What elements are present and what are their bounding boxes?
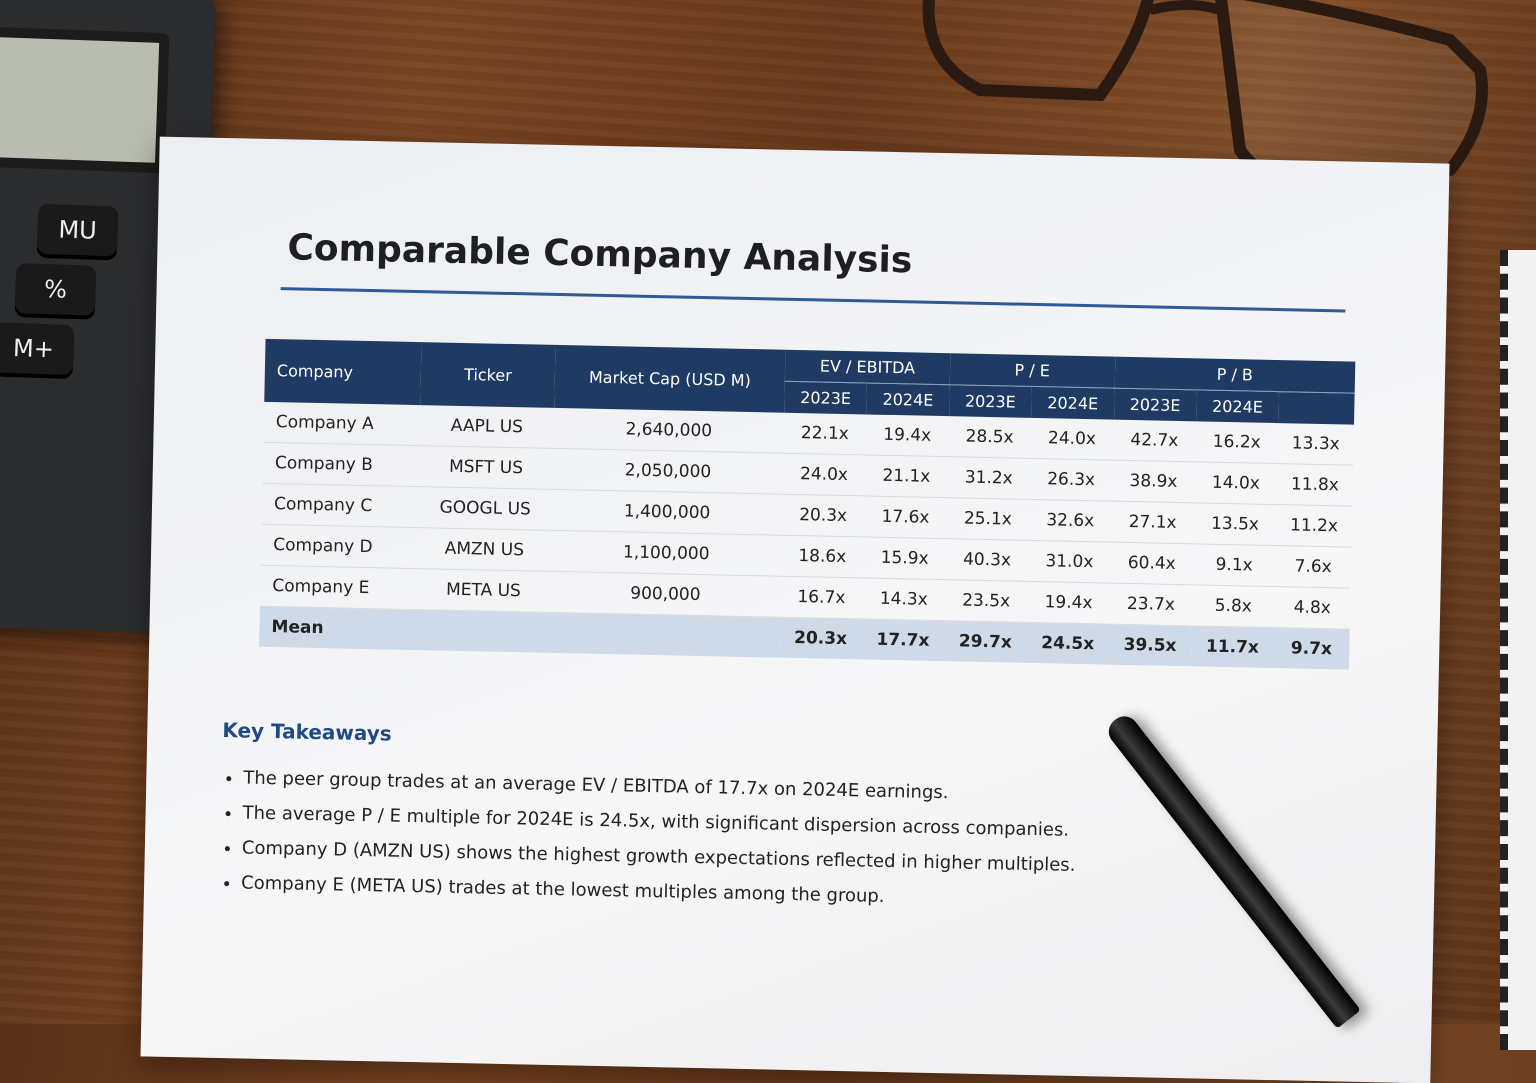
mean-cell: 17.7x	[861, 618, 945, 662]
title-rule	[280, 287, 1346, 313]
takeaways-heading: Key Takeaways	[222, 718, 392, 746]
cell: 31.2x	[947, 456, 1031, 500]
cell: 5.8x	[1191, 584, 1275, 628]
cell: 23.5x	[944, 579, 1028, 623]
column-header: Company	[264, 338, 422, 406]
cell: 16.2x	[1195, 421, 1279, 464]
cell: GOOGL US	[417, 486, 553, 531]
mean-cell: 24.5x	[1026, 622, 1110, 665]
cell: 1,400,000	[551, 489, 783, 536]
cell: 18.6x	[780, 535, 864, 578]
takeaway: Company D (AMZN US) shows the highest gr…	[242, 837, 1076, 875]
calculator-key: MU	[36, 203, 119, 257]
cell: 31.0x	[1027, 540, 1112, 584]
takeaway: The average P / E multiple for 2024E is …	[242, 802, 1076, 840]
cell: 900,000	[550, 571, 781, 618]
takeaway: Company E (META US) trades at the lowest…	[241, 872, 1075, 910]
cell: META US	[415, 568, 551, 613]
group-header: EV / EBITDA	[784, 349, 951, 385]
cell: AMZN US	[416, 527, 552, 572]
cell: AAPL US	[419, 405, 555, 449]
subheader: 2024E	[866, 382, 950, 417]
cell: 2,640,000	[553, 407, 785, 454]
cell: 38.9x	[1111, 460, 1196, 503]
glasses-bridge	[1148, 0, 1222, 15]
cell: MSFT US	[418, 445, 554, 490]
cell: 4.8x	[1274, 586, 1351, 630]
mean-cell: 20.3x	[778, 617, 863, 660]
column-header: Market Cap (USD M)	[554, 344, 786, 413]
cell: 26.3x	[1029, 458, 1113, 502]
cell: 28.5x	[947, 416, 1032, 459]
subheader: 2023E	[1113, 388, 1197, 422]
cell: 11.2x	[1275, 504, 1353, 548]
cell: 20.3x	[781, 494, 865, 537]
cell: 24.0x	[782, 453, 866, 496]
cell: 21.1x	[864, 454, 948, 498]
group-header: P / E	[949, 353, 1115, 389]
glasses-frame	[922, 0, 1154, 102]
calculator-key: M+	[0, 322, 75, 376]
cell: 42.7x	[1112, 419, 1196, 462]
mean-cell: 39.5x	[1108, 624, 1192, 667]
cell: 17.6x	[863, 495, 948, 539]
subheader: 2024E	[1031, 386, 1115, 420]
cell: 24.0x	[1030, 417, 1114, 461]
cell: 27.1x	[1111, 501, 1195, 544]
notebook	[1500, 250, 1536, 1050]
cell: 23.7x	[1109, 583, 1193, 626]
cell: Company E	[259, 565, 417, 610]
cell: 1,100,000	[550, 530, 782, 577]
takeaways-list: The peer group trades at an average EV /…	[219, 753, 1078, 925]
cell: 32.6x	[1028, 499, 1112, 543]
calculator-screen	[0, 26, 170, 174]
cell: 19.4x	[865, 414, 949, 457]
group-header: P / B	[1114, 356, 1356, 394]
cell: Company A	[263, 401, 421, 446]
cell: 13.5x	[1193, 502, 1277, 546]
desk-photo: MU % M+ Comparable Company Analysis Comp…	[0, 0, 1536, 1024]
cell: 9.1x	[1192, 543, 1276, 587]
column-header: Ticker	[420, 342, 556, 408]
cell: 14.3x	[862, 577, 946, 621]
cell: 22.1x	[783, 412, 867, 455]
takeaway: The peer group trades at an average EV /…	[243, 767, 1077, 805]
cell: 13.3x	[1277, 423, 1355, 466]
mean-cell: 29.7x	[943, 620, 1027, 663]
cell: 25.1x	[946, 497, 1030, 541]
mean-cell: 9.7x	[1273, 627, 1350, 670]
cell: 2,050,000	[552, 448, 784, 495]
cell: Company B	[262, 442, 420, 487]
cell: 14.0x	[1194, 461, 1278, 505]
subheader: 2023E	[784, 381, 868, 415]
cell: 7.6x	[1274, 545, 1352, 589]
subheader: 2023E	[948, 384, 1032, 418]
subheader: 2024E	[1195, 389, 1279, 424]
cell: Company D	[260, 524, 418, 569]
document-title: Comparable Company Analysis	[287, 227, 913, 282]
calculator-key: %	[14, 263, 97, 316]
cell: 15.9x	[863, 536, 947, 580]
cell: 16.7x	[779, 576, 864, 619]
document: Comparable Company Analysis Company Ticke…	[140, 136, 1450, 1083]
cell: 19.4x	[1026, 581, 1111, 625]
cell: 60.4x	[1110, 542, 1194, 585]
cell: Company C	[261, 483, 419, 528]
cell: 40.3x	[945, 538, 1029, 582]
comps-table: Company Ticker Market Cap (USD M) EV / EBIT…	[259, 338, 1356, 670]
mean-cell: 11.7x	[1190, 625, 1275, 669]
subheader-blank	[1278, 391, 1355, 425]
cell: 11.8x	[1276, 463, 1354, 507]
